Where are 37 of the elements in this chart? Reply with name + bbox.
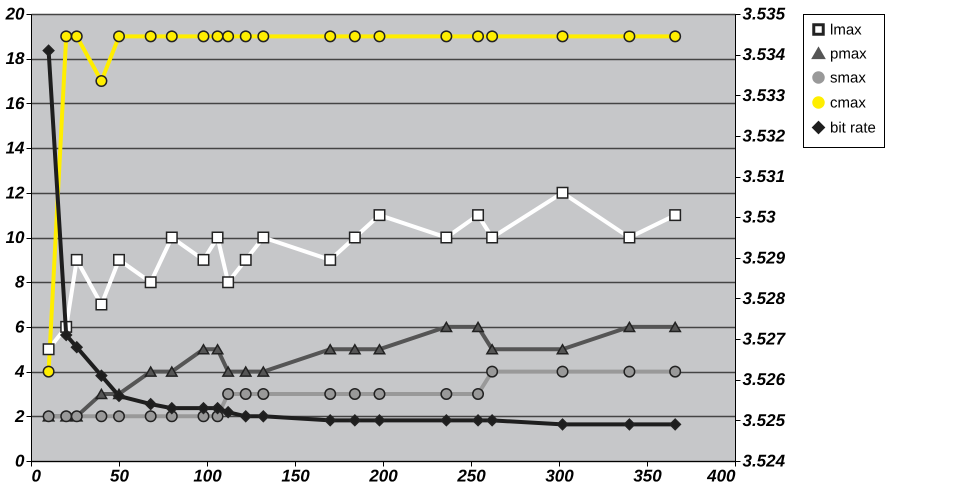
legend-label: pmax bbox=[830, 46, 868, 62]
legend-label: bit rate bbox=[830, 120, 876, 136]
y-tick-label: 6 bbox=[15, 317, 26, 336]
x-tick-label: 150 bbox=[281, 466, 310, 486]
y2-tick-label: 3.532 bbox=[742, 126, 786, 146]
x-tick-label: 100 bbox=[193, 466, 222, 486]
x-tick-label: 400 bbox=[706, 466, 736, 486]
y-tick-label: 12 bbox=[6, 183, 26, 202]
y-tick-label: 4 bbox=[14, 362, 26, 382]
y2-tick-label: 3.531 bbox=[742, 167, 786, 186]
y-tick-label: 16 bbox=[6, 94, 26, 113]
y2-tick-label: 3.528 bbox=[742, 288, 786, 308]
y-tick-label: 0 bbox=[15, 452, 26, 470]
legend-label: cmax bbox=[830, 94, 866, 112]
y2-tick-label: 3.53 bbox=[742, 208, 776, 227]
y2-tick-label: 3.524 bbox=[742, 452, 786, 470]
y2-tick-label: 3.535 bbox=[742, 4, 786, 24]
x-tick-label: 200 bbox=[368, 466, 398, 486]
y-tick-label: 18 bbox=[6, 49, 26, 68]
y-tick-label: 10 bbox=[6, 228, 26, 247]
x-tick-label: 0 bbox=[32, 466, 42, 486]
x-tick-label: 250 bbox=[456, 466, 486, 486]
y2-tick-label: 3.525 bbox=[742, 410, 786, 430]
y2-tick-label: 3.527 bbox=[742, 330, 787, 349]
x-tick-label: 350 bbox=[633, 466, 662, 486]
legend-label: smax bbox=[830, 70, 866, 86]
x-tick-label: 300 bbox=[545, 466, 574, 486]
y-tick-label: 20 bbox=[4, 4, 26, 24]
y-tick-label: 2 bbox=[14, 406, 26, 426]
y2-tick-label: 3.526 bbox=[742, 370, 786, 390]
y2-tick-label: 3.533 bbox=[742, 86, 786, 105]
y2-tick-label: 3.534 bbox=[742, 45, 786, 64]
y2-tick-label: 3.529 bbox=[742, 248, 786, 268]
legend-label: lmax bbox=[830, 22, 862, 38]
y-tick-label: 8 bbox=[15, 272, 26, 292]
y-tick-label: 14 bbox=[6, 138, 26, 158]
x-tick-label: 50 bbox=[110, 466, 130, 486]
